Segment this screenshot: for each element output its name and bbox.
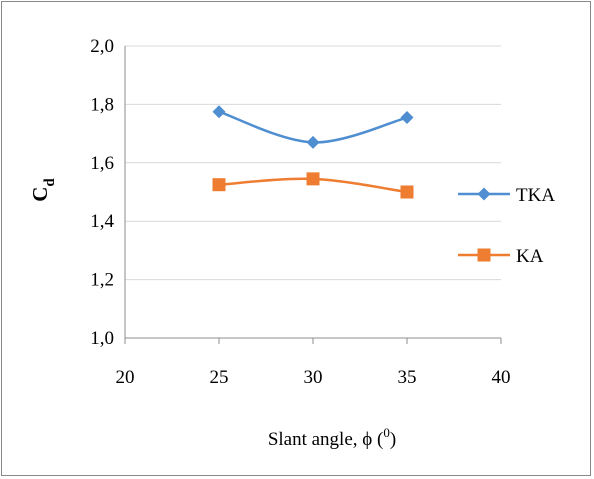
x-tick-label: 35 [398,367,417,388]
legend-marker-tka [477,187,491,201]
y-tick-labels: 1,0 1,2 1,4 1,6 1,8 2,0 [90,36,114,349]
y-tick-label: 1,6 [90,153,114,174]
data-point-ka [400,185,414,199]
series [212,105,414,199]
data-point-ka [306,172,320,186]
x-tick-labels: 20 25 30 35 40 [116,367,511,388]
x-axis-title: Slant angle, ϕ (0) [268,425,396,450]
legend: TKA KA [458,185,555,267]
data-point-tka [306,135,320,149]
axes [124,46,502,344]
data-point-ka [212,178,226,192]
x-tick-label: 30 [304,367,323,388]
legend-label-ka: KA [516,246,544,267]
data-point-tka [212,105,226,119]
data-point-tka [400,111,414,125]
x-tick-label: 40 [492,367,511,388]
y-tick-label: 1,2 [90,270,114,291]
x-tick-label: 25 [210,367,229,388]
y-tick-label: 2,0 [90,36,114,57]
y-tick-label: 1,8 [90,94,114,115]
legend-marker-ka [477,248,491,262]
legend-label-tka: TKA [516,185,555,206]
y-axis-title: Cd [28,178,58,202]
y-tick-label: 1,0 [90,328,114,349]
x-tick-label: 20 [116,367,135,388]
gridlines [125,45,501,281]
y-tick-label: 1,4 [90,211,114,232]
